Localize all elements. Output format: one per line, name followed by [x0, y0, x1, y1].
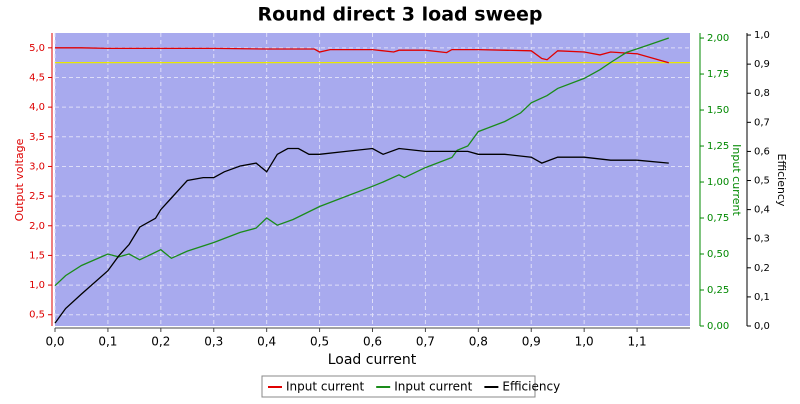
- y3-tick-label: 0,5: [754, 176, 770, 187]
- legend-label: Input current: [394, 380, 472, 394]
- y3-tick-label: 0,6: [754, 146, 770, 157]
- y2-tick-label: 1,25: [707, 141, 729, 152]
- y-tick-label: 5,0: [29, 43, 45, 54]
- series-line: [55, 47, 669, 64]
- x-tick-label: 0,5: [310, 335, 329, 349]
- x-tick-label: 0,8: [469, 335, 488, 349]
- y3-tick-label: 0,8: [754, 88, 770, 99]
- y-tick-label: 2,0: [29, 221, 45, 232]
- x-tick-label: 0,3: [204, 335, 223, 349]
- y3-tick-label: 0,2: [754, 263, 770, 274]
- y-tick-label: 4,5: [29, 72, 45, 83]
- y3-tick-label: 0,3: [754, 234, 770, 245]
- y3-tick-label: 0,9: [754, 59, 770, 70]
- y-tick-label: 3,0: [29, 161, 45, 172]
- y2-tick-label: 1,75: [707, 69, 729, 80]
- x-tick-label: 0,9: [522, 335, 541, 349]
- x-tick-label: 0,6: [363, 335, 382, 349]
- y3-tick-label: 1,0: [754, 30, 770, 41]
- y-axis-title: Output voltage: [13, 138, 26, 221]
- plot-area: [55, 33, 690, 326]
- legend-label: Input current: [286, 380, 364, 394]
- y2-axis-title: Input current: [730, 144, 743, 216]
- x-tick-label: 0,1: [98, 335, 117, 349]
- y-tick-label: 4,0: [29, 102, 45, 113]
- y2-tick-label: 0,25: [707, 285, 729, 296]
- y2-tick-label: 0,75: [707, 213, 729, 224]
- x-tick-label: 0,0: [45, 335, 64, 349]
- x-tick-label: 0,7: [416, 335, 435, 349]
- y2-tick-label: 1,00: [707, 177, 729, 188]
- y2-tick-label: 2,00: [707, 33, 729, 44]
- series-line: [54, 147, 669, 324]
- x-tick-label: 1,0: [575, 335, 594, 349]
- y-tick-label: 0,5: [29, 310, 45, 321]
- y-tick-label: 2,5: [29, 191, 45, 202]
- y3-axis-title: Efficiency: [775, 154, 788, 207]
- x-tick-label: 0,4: [257, 335, 276, 349]
- y2-tick-label: 0,00: [707, 321, 729, 332]
- y-tick-label: 3,5: [29, 132, 45, 143]
- y3-tick-label: 0,1: [754, 292, 770, 303]
- y3-tick-label: 0,7: [754, 117, 770, 128]
- y2-tick-label: 1,50: [707, 105, 729, 116]
- y3-tick-label: 0,4: [754, 205, 770, 216]
- y3-tick-label: 0,0: [754, 321, 770, 332]
- legend: [261, 375, 536, 398]
- legend-label: Efficiency: [502, 380, 560, 394]
- y-tick-label: 1,0: [29, 280, 45, 291]
- x-axis-title: Load current: [328, 352, 417, 368]
- x-tick-label: 1,1: [628, 335, 647, 349]
- chart-title: Round direct 3 load sweep: [258, 4, 543, 26]
- y2-tick-label: 0,50: [707, 249, 729, 260]
- x-tick-label: 0,2: [151, 335, 170, 349]
- y-tick-label: 1,5: [29, 250, 45, 261]
- series-line: [54, 37, 670, 287]
